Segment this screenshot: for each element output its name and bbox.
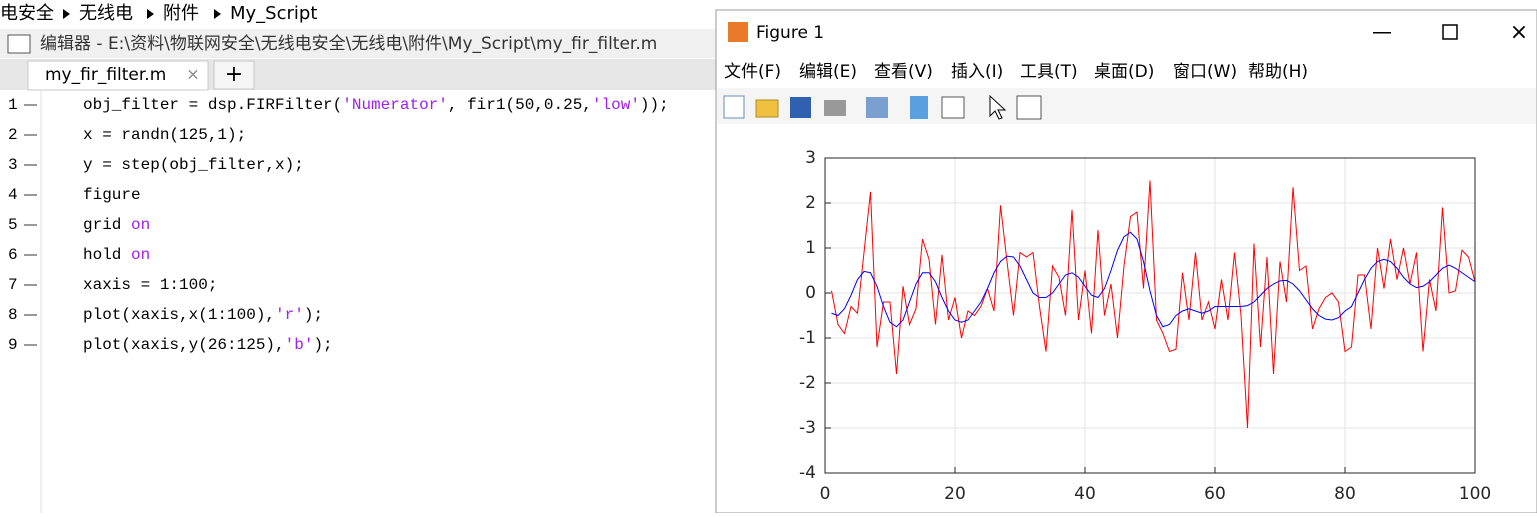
code-token: y = step(obj_filter,x); bbox=[83, 156, 304, 174]
code-line: obj_filter = dsp.FIRFilter('Numerator', … bbox=[83, 96, 669, 114]
tool-new[interactable] bbox=[723, 95, 745, 119]
code-token: on bbox=[131, 246, 150, 264]
breadcrumb-item: My_Script bbox=[230, 3, 317, 24]
tool-open[interactable] bbox=[755, 99, 779, 118]
code-line: plot(xaxis,y(26:125),'b'); bbox=[83, 336, 333, 354]
x-tick-label: 60 bbox=[1204, 484, 1226, 504]
breadcrumb-arrow bbox=[63, 9, 70, 19]
code-line: x = randn(125,1); bbox=[83, 126, 246, 144]
y-tick-label: 0 bbox=[805, 283, 816, 303]
menu-item[interactable]: 窗口(W) bbox=[1173, 62, 1237, 82]
code-token: 'r' bbox=[275, 306, 304, 324]
editor-icon bbox=[7, 34, 31, 54]
code-token: ); bbox=[304, 306, 323, 324]
code-token: ); bbox=[313, 336, 332, 354]
code-line: xaxis = 1:100; bbox=[83, 276, 217, 294]
tool-colorbar[interactable] bbox=[910, 96, 928, 119]
code-token: figure bbox=[83, 186, 141, 204]
toolbar-icons bbox=[723, 94, 1042, 120]
menu-item[interactable]: 文件(F) bbox=[724, 62, 781, 82]
tool-print[interactable] bbox=[824, 100, 846, 116]
line-number: 5 bbox=[8, 216, 18, 234]
tool-property[interactable] bbox=[1016, 95, 1042, 120]
x-tick-label: 100 bbox=[1459, 484, 1491, 504]
new-tab-icon: + bbox=[225, 62, 243, 87]
menu-item[interactable]: 工具(T) bbox=[1020, 62, 1078, 82]
tab[interactable] bbox=[27, 60, 209, 91]
close-button[interactable]: × bbox=[1510, 20, 1528, 45]
breadcrumb-arrow bbox=[147, 9, 154, 19]
code-token: )); bbox=[640, 96, 669, 114]
plot-area bbox=[831, 180, 1475, 429]
tool-pointer[interactable] bbox=[989, 94, 1007, 120]
breadcrumb-item: 附件 bbox=[163, 3, 199, 24]
figure-title: Figure 1 bbox=[756, 23, 824, 43]
x-tick-label: 80 bbox=[1334, 484, 1356, 504]
tool-save[interactable] bbox=[790, 97, 811, 118]
code-line: plot(xaxis,x(1:100),'r'); bbox=[83, 306, 323, 324]
y-tick-label: 2 bbox=[805, 193, 816, 213]
toolbar bbox=[717, 88, 1536, 124]
breadcrumb-item: 电安全 bbox=[0, 3, 54, 24]
code-line: figure bbox=[83, 186, 141, 204]
figure-icon bbox=[728, 22, 748, 42]
breadcrumb-item: 无线电 bbox=[79, 3, 133, 24]
code-line: hold on bbox=[83, 246, 150, 264]
code-token: x = randn(125,1); bbox=[83, 126, 246, 144]
data-line bbox=[831, 231, 1475, 328]
axes-box bbox=[824, 157, 1476, 474]
editor-titlebar bbox=[0, 29, 716, 58]
code-line: grid on bbox=[83, 216, 150, 234]
code-token: 'b' bbox=[285, 336, 314, 354]
code-token: grid bbox=[83, 216, 131, 234]
code-token: hold bbox=[83, 246, 131, 264]
code-line: y = step(obj_filter,x); bbox=[83, 156, 304, 174]
y-tick-label: -1 bbox=[799, 328, 816, 348]
line-number: 9 bbox=[8, 336, 18, 354]
x-tick-label: 40 bbox=[1074, 484, 1096, 504]
y-tick-label: 1 bbox=[805, 238, 816, 258]
menu-item[interactable]: 桌面(D) bbox=[1094, 62, 1154, 82]
menu-item[interactable]: 插入(I) bbox=[951, 62, 1003, 82]
labels: 电安全 无线电 附件 My_Script 编辑器 - E:\资料\物联网安全\无线电安全… bbox=[0, 3, 1491, 504]
maximize-button[interactable] bbox=[1442, 24, 1458, 40]
menu-item[interactable]: 查看(V) bbox=[874, 62, 933, 82]
line-number: 4 bbox=[8, 186, 18, 204]
line-number: 8 bbox=[8, 306, 18, 324]
menu-item[interactable]: 帮助(H) bbox=[1248, 62, 1308, 82]
code-token: on bbox=[131, 216, 150, 234]
tab-close[interactable]: × bbox=[186, 65, 199, 84]
axes-background bbox=[825, 158, 1475, 473]
tool-link[interactable] bbox=[866, 97, 888, 118]
code-token: plot(xaxis,x(1:100), bbox=[83, 306, 275, 324]
code-token: plot(xaxis,y(26:125), bbox=[83, 336, 285, 354]
line-number: 7 bbox=[8, 276, 18, 294]
y-tick-label: -2 bbox=[799, 373, 816, 393]
code-token: obj_filter = dsp.FIRFilter( bbox=[83, 96, 342, 114]
x-tick-label: 20 bbox=[944, 484, 966, 504]
code-token: xaxis = 1:100; bbox=[83, 276, 217, 294]
line-number: 1 bbox=[8, 96, 18, 114]
new-tab-button[interactable] bbox=[213, 60, 255, 90]
minimize-button[interactable]: — bbox=[1372, 20, 1392, 44]
line-number: 2 bbox=[8, 126, 18, 144]
code-token: 'Numerator' bbox=[342, 96, 448, 114]
breadcrumb-arrow bbox=[214, 9, 221, 19]
code-token: 'low' bbox=[592, 96, 640, 114]
y-tick-label: 3 bbox=[805, 148, 816, 168]
menu-item[interactable]: 编辑(E) bbox=[799, 62, 857, 82]
tab-label[interactable]: my_fir_filter.m bbox=[45, 65, 166, 85]
y-tick-label: -4 bbox=[799, 463, 816, 483]
editor-title: 编辑器 - E:\资料\物联网安全\无线电安全\无线电\附件\My_Script… bbox=[40, 34, 657, 54]
x-tick-label: 0 bbox=[820, 484, 831, 504]
code-token: , fir1(50,0.25, bbox=[448, 96, 592, 114]
line-number: 3 bbox=[8, 156, 18, 174]
y-tick-label: -3 bbox=[799, 418, 816, 438]
tool-legend[interactable] bbox=[941, 96, 965, 119]
line-number: 6 bbox=[8, 246, 18, 264]
